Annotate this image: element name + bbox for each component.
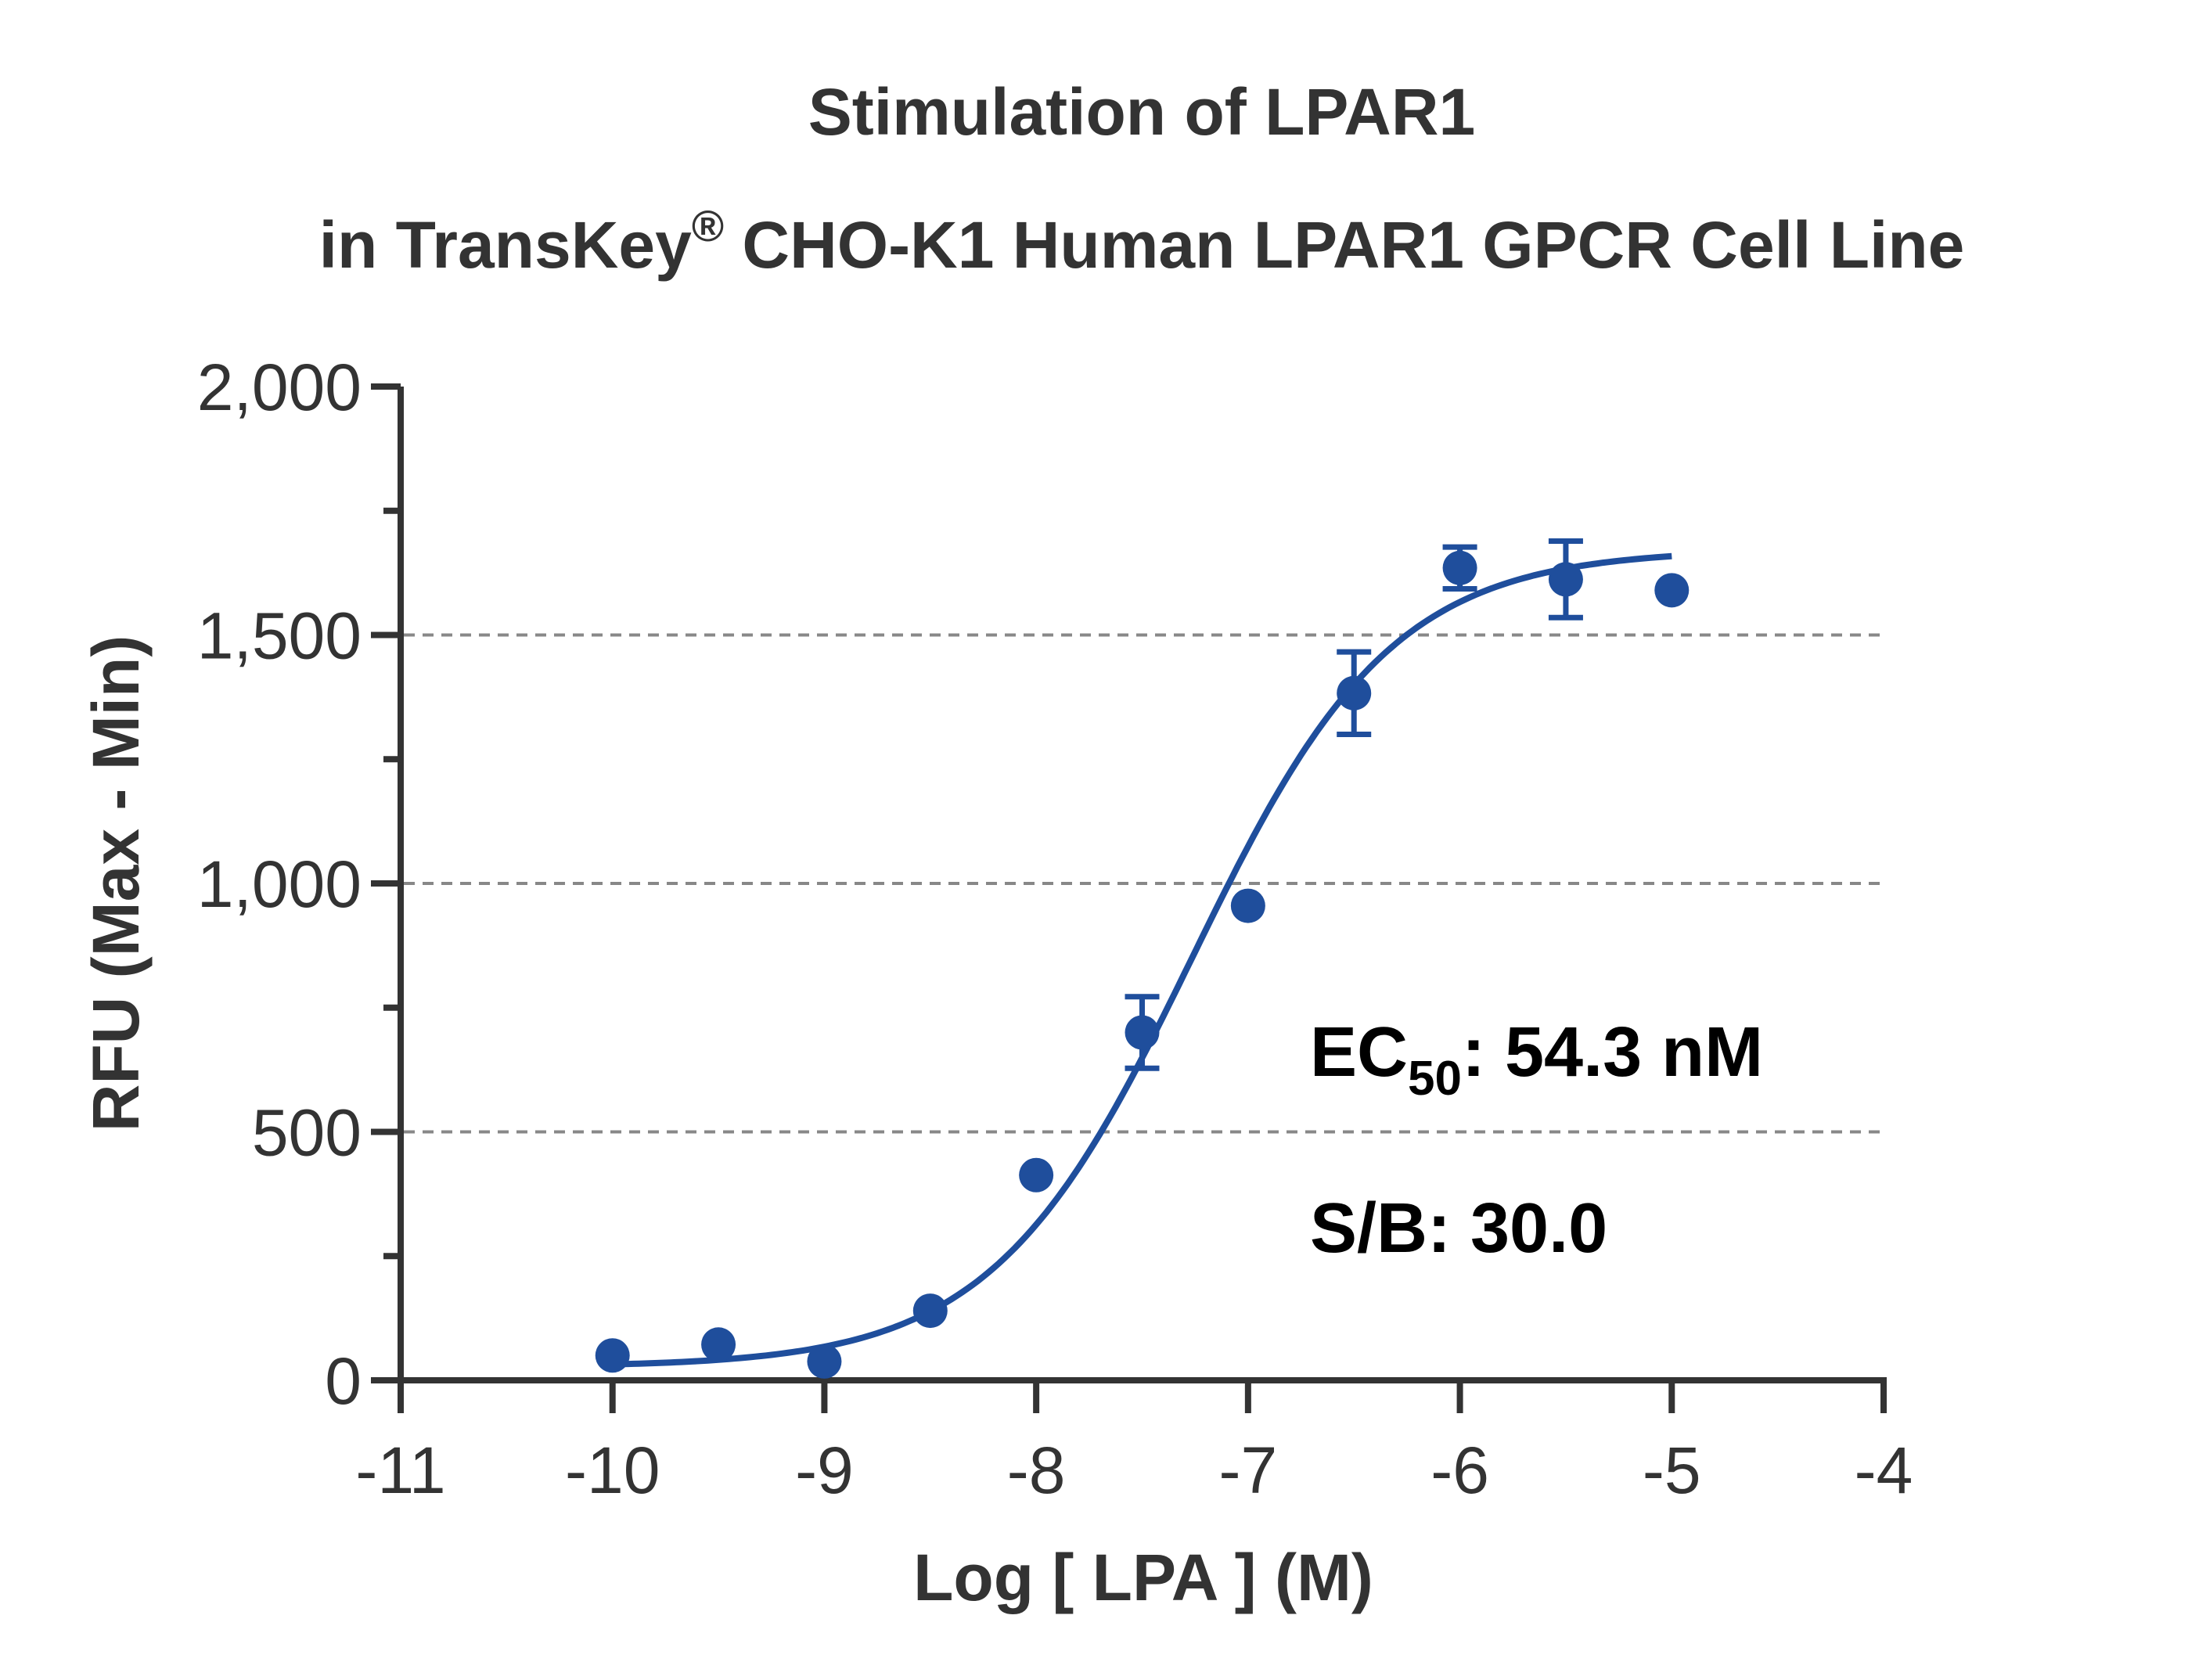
data-point (1125, 1015, 1160, 1050)
data-point (1337, 675, 1372, 710)
data-point (1654, 573, 1690, 608)
x-tick-label: -11 (355, 1434, 445, 1507)
y-tick-label: 500 (252, 1096, 362, 1170)
x-tick-label: -6 (1430, 1434, 1489, 1507)
gridlines (404, 633, 1884, 1134)
data-point (807, 1344, 842, 1379)
data-points (595, 550, 1690, 1379)
registered-mark: ® (692, 201, 724, 250)
data-point (595, 1338, 630, 1373)
x-tick-label: -10 (565, 1434, 660, 1507)
y-tick-label: 0 (325, 1344, 362, 1418)
x-tick-label: -7 (1219, 1434, 1278, 1507)
ec50-annotation: EC50: 54.3 nM (1310, 1013, 1763, 1106)
y-axis-title: RFU (Max - Min) (79, 635, 153, 1132)
x-tick-label: -4 (1855, 1434, 1913, 1507)
y-ticks: 0 500 1,000 1,500 2,000 (197, 351, 401, 1418)
data-point (1442, 550, 1477, 585)
data-point (1019, 1157, 1054, 1193)
chart-title-line1: Stimulation of LPAR1 (808, 75, 1475, 149)
data-point (912, 1293, 948, 1329)
x-tick-label: -5 (1643, 1434, 1701, 1507)
error-bars (1125, 538, 1583, 1071)
sb-annotation: S/B: 30.0 (1310, 1189, 1607, 1268)
x-axis-title: Log [ LPA ] (M) (913, 1541, 1373, 1614)
y-tick-label: 1,000 (197, 847, 362, 921)
y-tick-label: 1,500 (197, 599, 362, 673)
ec50-subscript: 50 (1408, 1052, 1462, 1106)
x-ticks: -11 -10 -9 -8 -7 -6 -5 -4 (355, 1380, 1913, 1507)
chart-title-line2-post: CHO-K1 Human LPAR1 GPCR Cell Line (724, 208, 1964, 282)
chart-title-line2: in TransKey® CHO-K1 Human LPAR1 GPCR Cel… (319, 201, 1965, 282)
data-point (1548, 562, 1583, 597)
data-point (1230, 888, 1265, 923)
ec50-prefix: EC (1310, 1013, 1408, 1092)
data-point (701, 1327, 736, 1362)
x-tick-label: -8 (1007, 1434, 1066, 1507)
y-tick-label: 2,000 (197, 351, 362, 424)
ec50-value: : 54.3 nM (1462, 1013, 1763, 1092)
chart-title-line2-pre: in TransKey (319, 208, 692, 282)
x-tick-label: -9 (795, 1434, 854, 1507)
